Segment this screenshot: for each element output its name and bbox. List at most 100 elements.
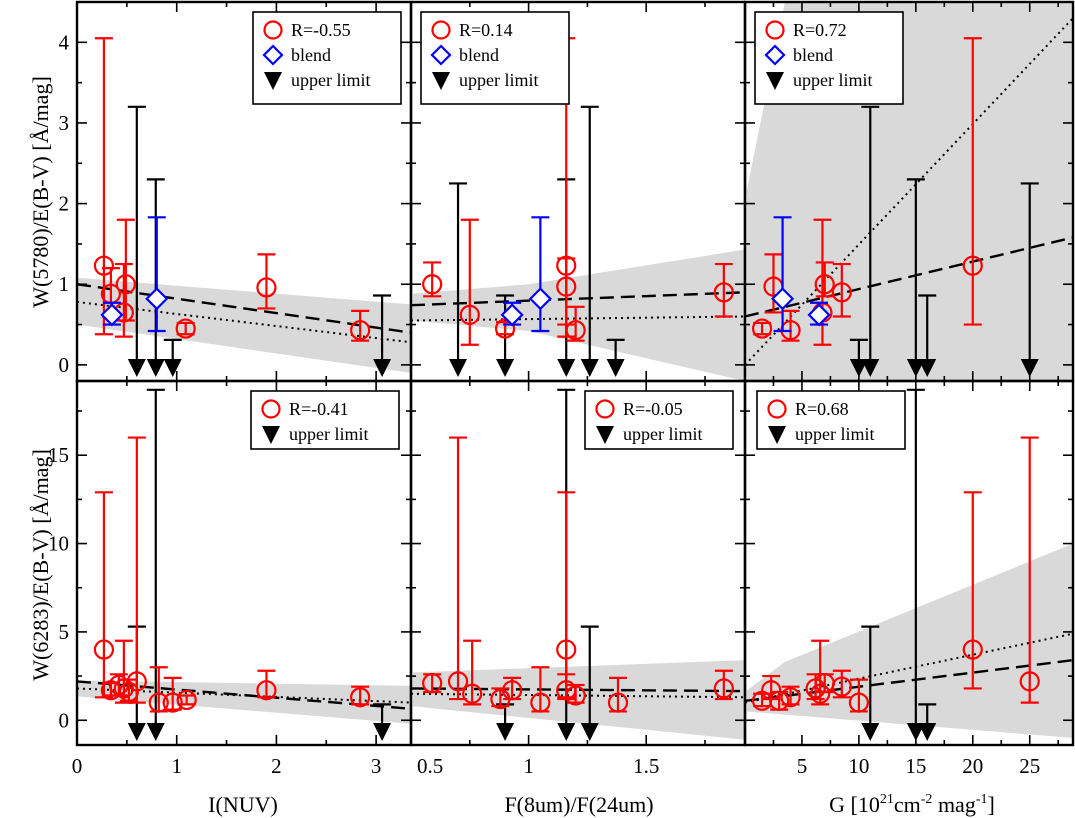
fit-line-dashed [77,283,411,334]
upper-limit-marker [127,359,146,377]
legend-label-upper-limit: upper limit [291,70,371,90]
detection-marker [713,678,734,699]
x-tick-label: 1 [171,754,182,778]
upper-limit-point [580,105,599,377]
detection-point [176,689,197,711]
upper-limit-marker [918,359,937,377]
blend-marker [771,287,795,311]
detection-point [810,639,831,706]
y-axis-title-bottom: W(6283)/E(B-V) [Å/mag] [28,449,53,681]
detection-marker [831,282,852,303]
legend-label-correlation: R=0.72 [793,20,847,40]
confidence-band [411,660,745,740]
legend-label-correlation: R=-0.41 [289,399,349,419]
fit-line-dotted [411,315,745,322]
detection-marker [530,692,551,713]
legend-circle-marker [595,399,615,419]
detection-point [962,37,983,326]
detection-marker [256,680,277,701]
fit-line-dotted [411,692,745,699]
upper-limit-point [146,388,165,741]
detection-marker [962,255,983,276]
upper-limit-point [496,703,515,741]
detection-point [565,683,586,706]
detection-point [459,218,480,346]
detection-point [113,639,134,704]
detection-marker [848,692,869,713]
detection-point [447,436,469,701]
upper-limit-marker [163,359,182,377]
detection-point [713,262,734,318]
x-tick-label: 1 [523,754,534,778]
fit-line-dotted [77,300,411,344]
detection-marker [115,274,136,295]
upper-limit-marker [449,359,468,377]
blend-marker [145,287,169,311]
detection-marker [831,676,852,697]
panel-bottom-left: 0 5 10 15 0 1 2 3 R=-0.41 upper limit [48,379,413,778]
upper-limit-point [918,703,937,741]
detection-marker [422,673,443,694]
confidence-band [77,680,411,724]
x-tick-label: 25 [1019,754,1040,778]
detection-point [530,666,551,713]
detection-marker [175,318,196,339]
detection-point [162,676,183,713]
confidence-band [745,543,1073,738]
detection-marker [459,304,480,325]
x-tick-label: 3 [371,754,382,778]
upper-limit-point [918,294,937,377]
upper-limit-marker [861,723,880,741]
upper-limit-point [373,294,392,377]
legend-label-blend: blend [291,45,331,65]
upper-limit-point [1020,182,1039,377]
blend-point [807,301,831,327]
y-tick-label: 3 [59,111,70,135]
detection-point [848,678,869,713]
detection-point [350,685,371,708]
confidence-band [411,249,745,381]
y-tick-label: 1 [59,272,70,296]
detection-marker [607,692,629,713]
legend-label-upper-limit: upper limit [795,424,875,444]
legend-diamond-marker [430,44,452,66]
upper-limit-marker [373,723,392,741]
x-tick-label: 1.5 [633,754,659,778]
blend-marker [500,303,524,327]
detection-marker [565,685,586,706]
panel-bottom-middle: 0.5 1 1.5 R=-0.05 upper limit [409,379,747,778]
upper-limit-marker [580,359,599,377]
upper-limit-marker [580,723,599,741]
fit-line-dashed [411,291,745,307]
legend-label-correlation: R=-0.05 [623,399,683,419]
y-tick-label: 0 [59,353,70,377]
detection-marker [162,692,183,713]
detection-point [126,436,147,704]
y-tick-label: 4 [59,30,70,54]
blend-marker [807,303,831,327]
detection-point [93,37,115,336]
legend-label-upper-limit: upper limit [289,424,369,444]
legend: R=0.68 upper limit [756,390,906,450]
detection-point [175,318,196,339]
legend: R=-0.41 upper limit [250,390,400,450]
detection-marker [126,671,147,692]
upper-limit-marker [906,723,925,741]
panel-bottom-right: 5 10 15 20 25 R=0.68 upper limit [743,379,1075,778]
detection-point [502,676,523,701]
plot-area [745,388,1073,741]
detection-marker [1019,671,1040,692]
blend-point [145,216,169,333]
y-tick-label: 0 [59,708,70,732]
x-tick-label: 5 [797,754,808,778]
y-tick-label: 2 [59,192,70,216]
upper-limit-point [861,105,880,377]
x-tick-label: 2 [271,754,282,778]
blend-point [771,216,795,333]
blend-marker [100,303,124,327]
upper-limit-marker [557,359,576,377]
fit-line-dashed [745,236,1073,318]
upper-limit-point [606,338,625,377]
detection-marker [494,318,516,339]
